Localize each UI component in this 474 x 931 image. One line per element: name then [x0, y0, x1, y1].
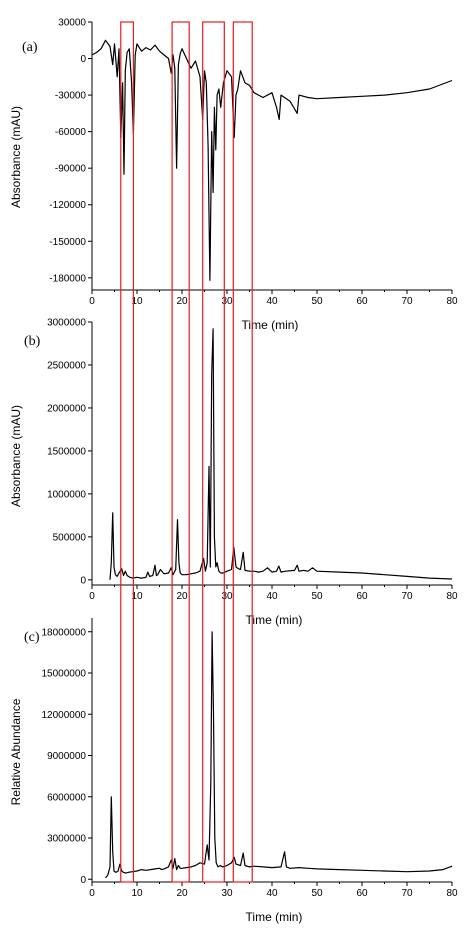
- panel-c-y-tick-label: 9000000: [47, 751, 86, 762]
- panel-a-y-tick-label: 30000: [58, 18, 86, 29]
- panel-b-y-tick-label: 1500000: [47, 446, 86, 457]
- panel-c-x-tick-label: 40: [266, 888, 278, 899]
- panel-b-y-tick-label: 3000000: [47, 318, 86, 329]
- panel-c-label: (c): [24, 630, 40, 645]
- panel-b-x-tick-label: 20: [176, 591, 188, 602]
- panel-a-series-line: [91, 39, 453, 281]
- panel-c-x-tick-label: 10: [131, 888, 143, 899]
- panel-c-x-tick-label: 20: [176, 888, 188, 899]
- panel-b-x-tick-label: 70: [401, 591, 413, 602]
- panel-a-y-tick-label: -180000: [49, 273, 86, 284]
- panel-c-y-tick-label: 18000000: [42, 627, 87, 638]
- highlight-box: [120, 21, 135, 883]
- panel-a-x-axis-label: Time (min): [242, 318, 299, 332]
- panel-b-y-axis-label: Absorbance (mAU): [9, 405, 23, 507]
- panel-b-label: (b): [24, 334, 41, 349]
- highlight-box: [171, 21, 190, 883]
- panel-c-y-tick-label: 3000000: [47, 834, 86, 845]
- highlight-box: [232, 21, 253, 883]
- panel-c-x-tick-label: 80: [446, 888, 458, 899]
- panel-c-x-tick-label: 0: [89, 888, 95, 899]
- panel-a-x-tick-label: 50: [311, 296, 323, 307]
- panel-c-x-tick-label: 50: [311, 888, 323, 899]
- panel-b-y-tick-label: 500000: [53, 532, 87, 543]
- panel-b-y-tick-label: 2500000: [47, 360, 86, 371]
- panel-b-x-axis-label: Time (min): [246, 613, 303, 627]
- panel-c-y-tick-label: 12000000: [42, 710, 87, 721]
- panel-b: (b) Absorbance (mAU) Time (min) 0 10 20 30 4…: [9, 318, 458, 628]
- panel-b-y-tick-label: 1000000: [47, 489, 86, 500]
- panel-c-y-axis-label: Relative Abundance: [9, 698, 23, 805]
- panel-c-x-axis-label: Time (min): [246, 910, 303, 924]
- panel-c-x-tick-label: 70: [401, 888, 413, 899]
- panel-b-x-tick-label: 10: [131, 591, 143, 602]
- panel-a-x-tick-label: 20: [176, 296, 188, 307]
- panel-c-y-tick-label: 0: [80, 875, 86, 886]
- panel-c-x-tick-label: 30: [221, 888, 233, 899]
- panel-a-x-tick-label: 40: [266, 296, 278, 307]
- panel-b-x-tick-label: 80: [446, 591, 458, 602]
- panel-a-x-tick-label: 0: [89, 296, 95, 307]
- panel-a-x-tick-label: 60: [356, 296, 368, 307]
- panel-a-y-axis-label: Absorbance (mAU): [9, 106, 23, 208]
- panel-a-x-tick-label: 70: [401, 296, 413, 307]
- panel-a-y-tick-label: 0: [80, 54, 86, 65]
- panel-a-y-tick-label: -60000: [55, 127, 87, 138]
- panel-a-y-tick-label: -120000: [49, 200, 86, 211]
- panel-b-y-tick-label: 2000000: [47, 403, 86, 414]
- panel-c-y-tick-label: 6000000: [47, 792, 86, 803]
- panel-b-y-tick-label: 0: [80, 575, 86, 586]
- panel-b-x-tick-label: 30: [221, 591, 233, 602]
- panel-b-x-tick-label: 40: [266, 591, 278, 602]
- panel-a-y-tick-label: -150000: [49, 237, 86, 248]
- panel-b-x-tick-label: 0: [89, 591, 95, 602]
- panel-a-label: (a): [22, 40, 38, 55]
- panel-b-x-tick-label: 50: [311, 591, 323, 602]
- panel-c-y-tick-label: 15000000: [42, 669, 87, 680]
- panel-c: (c) Relative Abundance Time (min) 0 10 20 3…: [9, 618, 458, 924]
- highlight-boxes: [120, 21, 253, 883]
- panel-b-x-tick-label: 60: [356, 591, 368, 602]
- panel-a-x-tick-label: 10: [131, 296, 143, 307]
- panel-a-x-tick-label: 30: [221, 296, 233, 307]
- panel-b-series-line: [109, 328, 453, 580]
- panel-a-x-tick-label: 80: [446, 296, 458, 307]
- panel-c-x-tick-label: 60: [356, 888, 368, 899]
- panel-a-y-tick-label: -90000: [55, 164, 87, 175]
- panel-a-y-tick-label: -30000: [55, 91, 87, 102]
- panel-c-series-line: [105, 631, 453, 879]
- panel-a: (a) Absorbance (mAU) Time (min) 0 10 20 30 4…: [9, 18, 458, 333]
- highlight-box: [202, 21, 225, 883]
